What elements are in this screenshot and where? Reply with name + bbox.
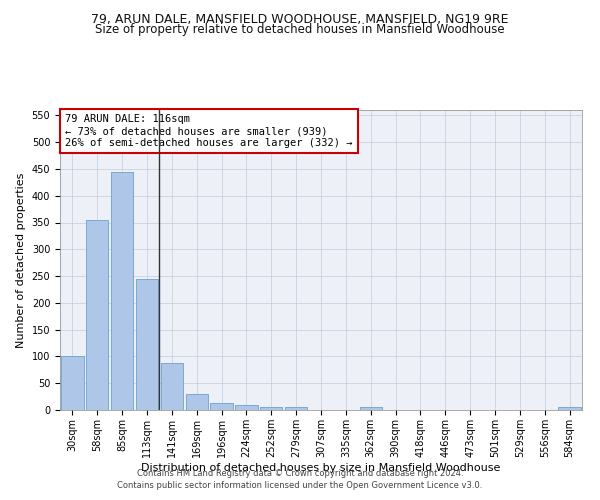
Bar — [61, 356, 83, 410]
Bar — [359, 408, 382, 410]
Bar — [185, 394, 208, 410]
Bar — [111, 172, 133, 410]
X-axis label: Distribution of detached houses by size in Mansfield Woodhouse: Distribution of detached houses by size … — [142, 462, 500, 472]
Text: Contains HM Land Registry data © Crown copyright and database right 2024.: Contains HM Land Registry data © Crown c… — [137, 468, 463, 477]
Y-axis label: Number of detached properties: Number of detached properties — [16, 172, 26, 348]
Bar — [136, 279, 158, 410]
Bar — [235, 405, 257, 410]
Text: 79, ARUN DALE, MANSFIELD WOODHOUSE, MANSFIELD, NG19 9RE: 79, ARUN DALE, MANSFIELD WOODHOUSE, MANS… — [91, 12, 509, 26]
Bar — [211, 402, 233, 410]
Bar — [285, 408, 307, 410]
Bar — [559, 408, 581, 410]
Text: 79 ARUN DALE: 116sqm
← 73% of detached houses are smaller (939)
26% of semi-deta: 79 ARUN DALE: 116sqm ← 73% of detached h… — [65, 114, 353, 148]
Bar — [260, 408, 283, 410]
Bar — [161, 363, 183, 410]
Bar — [86, 220, 109, 410]
Text: Size of property relative to detached houses in Mansfield Woodhouse: Size of property relative to detached ho… — [95, 22, 505, 36]
Text: Contains public sector information licensed under the Open Government Licence v3: Contains public sector information licen… — [118, 481, 482, 490]
